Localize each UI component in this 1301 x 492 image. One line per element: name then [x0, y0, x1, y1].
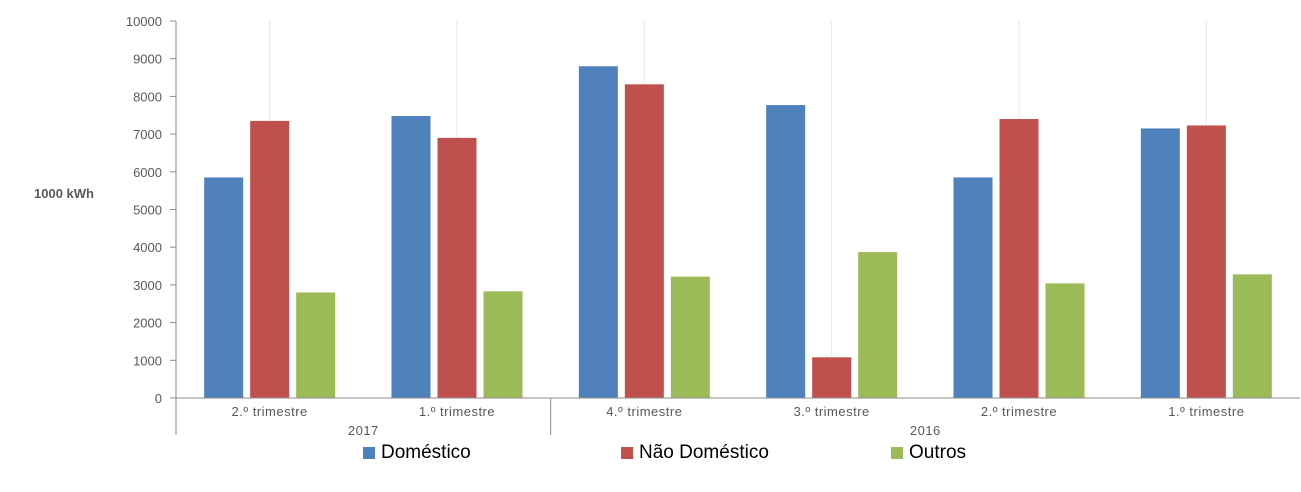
- bar-dom-stico: [1140, 128, 1180, 398]
- bar-n-o-dom-stico: [624, 84, 664, 398]
- legend-item: Outros: [891, 442, 966, 464]
- bar-dom-stico: [204, 177, 244, 398]
- y-tick-label: 3000: [133, 278, 162, 293]
- bar-outros: [296, 292, 336, 398]
- bar-n-o-dom-stico: [812, 357, 852, 398]
- legend-swatch: [891, 447, 903, 459]
- y-tick-label: 8000: [133, 89, 162, 104]
- bar-n-o-dom-stico: [999, 119, 1039, 399]
- bar-outros: [1232, 274, 1272, 398]
- bar-chart: 0 1000 2000 3000 4000 5000 6000 7000 8000 9000 100…: [34, 14, 1300, 438]
- bar-dom-stico: [766, 105, 806, 399]
- bar-n-o-dom-stico: [250, 120, 290, 398]
- bar-dom-stico: [578, 66, 618, 399]
- x-category-label: 4.º trimestre: [606, 404, 682, 419]
- legend-swatch: [621, 447, 633, 459]
- y-tick-label: 10000: [126, 14, 162, 29]
- y-axis-label: 1000 kWh: [34, 186, 94, 201]
- y-tick-label: 2000: [133, 316, 162, 331]
- bar-outros: [858, 252, 898, 398]
- legend-label: Não Doméstico: [639, 442, 769, 463]
- bar-dom-stico: [953, 177, 993, 398]
- y-tick-label: 5000: [133, 203, 162, 218]
- bar-outros: [1045, 283, 1085, 398]
- bar-dom-stico: [391, 116, 431, 398]
- x-group-label: 2017: [348, 423, 379, 438]
- legend-label: Doméstico: [381, 442, 471, 463]
- bar-n-o-dom-stico: [1186, 125, 1226, 398]
- bar-outros: [483, 291, 523, 398]
- y-tick-label: 4000: [133, 240, 162, 255]
- bar-outros: [670, 276, 710, 398]
- y-axis: 0 1000 2000 3000 4000 5000 6000 7000 8000 9000 100…: [126, 14, 177, 406]
- x-axis: 2.º trimestre 1.º trimestre 4.º trimestre 3…: [175, 397, 1300, 438]
- y-tick-label: 6000: [133, 165, 162, 180]
- y-tick-label: 7000: [133, 127, 162, 142]
- x-category-label: 3.º trimestre: [794, 404, 870, 419]
- y-tick-label: 0: [155, 391, 162, 406]
- x-group-label: 2016: [910, 423, 941, 438]
- y-tick-label: 9000: [133, 52, 162, 67]
- legend-swatch: [363, 447, 375, 459]
- x-category-label: 1.º trimestre: [419, 404, 495, 419]
- x-category-label: 2.º trimestre: [232, 404, 308, 419]
- bar-n-o-dom-stico: [437, 137, 477, 398]
- x-category-label: 1.º trimestre: [1168, 404, 1244, 419]
- legend: Doméstico Não Doméstico Outros: [0, 442, 1301, 472]
- legend-item: Não Doméstico: [621, 442, 769, 464]
- legend-item: Doméstico: [363, 442, 471, 464]
- bars: [204, 66, 1272, 399]
- x-category-label: 2.º trimestre: [981, 404, 1057, 419]
- y-tick-label: 1000: [133, 353, 162, 368]
- legend-label: Outros: [909, 442, 967, 463]
